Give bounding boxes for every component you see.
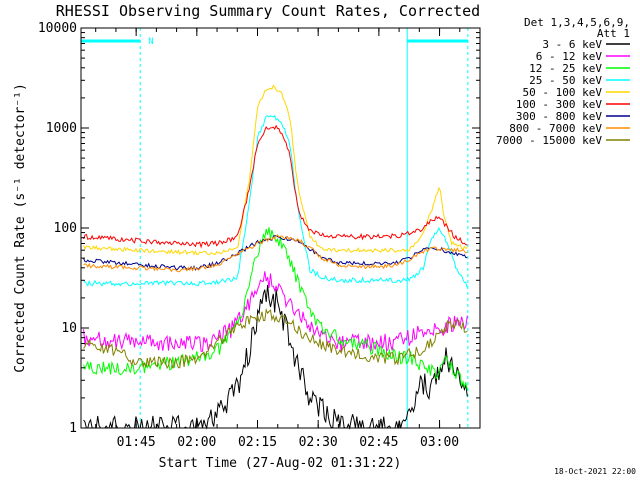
series-line-1: [83, 271, 468, 353]
night-marker-label: N: [148, 37, 153, 47]
y-tick-label-3: 1000: [46, 121, 77, 136]
series-line-0: [83, 284, 468, 430]
x-tick-label-1: 02:00: [177, 435, 216, 450]
legend-label-4: 50 - 100 keV: [523, 86, 603, 99]
legend-label-3: 25 - 50 keV: [529, 74, 602, 87]
x-tick-label-0: 01:45: [117, 435, 156, 450]
x-tick-label-5: 03:00: [420, 435, 459, 450]
axis-layer: 1 10 100 1000 10000 01:45 02:00 02:15 02:30 02:45…: [38, 21, 481, 450]
legend-label-8: 7000 - 15000 keV: [496, 134, 602, 147]
chart-title: RHESSI Observing Summary Count Rates, Co…: [56, 2, 480, 20]
x-axis-label: Start Time (27-Aug-02 01:31:22): [159, 456, 402, 471]
legend-label-7: 800 - 7000 keV: [509, 122, 602, 135]
y-tick-label-4: 10000: [38, 21, 77, 36]
series-line-3: [83, 114, 468, 288]
data-layer: N: [80, 28, 469, 430]
x-tick-label-4: 02:45: [359, 435, 398, 450]
x-tick-label-2: 02:15: [238, 435, 277, 450]
legend-label-6: 300 - 800 keV: [516, 110, 602, 123]
x-tick-label-3: 02:30: [299, 435, 338, 450]
series-line-2: [83, 227, 468, 391]
series-line-5: [83, 124, 468, 249]
y-tick-label-0: 1: [69, 421, 77, 436]
series-line-8: [83, 307, 468, 370]
legend-header-0: Det 1,3,4,5,6,9,: [524, 16, 630, 29]
series-line-7: [83, 234, 468, 273]
timestamp-label: 18-Oct-2021 22:00: [554, 467, 636, 476]
legend-label-5: 100 - 300 keV: [516, 98, 602, 111]
series-line-6: [83, 235, 468, 271]
legend-label-0: 3 - 6 keV: [542, 38, 602, 51]
series-line-4: [83, 84, 468, 256]
legend-header-1: Att 1: [597, 27, 630, 40]
y-tick-label-1: 10: [61, 321, 77, 336]
y-tick-label-2: 100: [54, 221, 77, 236]
y-axis-label: Corrected Count Rate (s⁻¹ detector⁻¹): [13, 83, 28, 373]
legend-label-2: 12 - 25 keV: [529, 62, 602, 75]
legend-label-1: 6 - 12 keV: [536, 50, 603, 63]
